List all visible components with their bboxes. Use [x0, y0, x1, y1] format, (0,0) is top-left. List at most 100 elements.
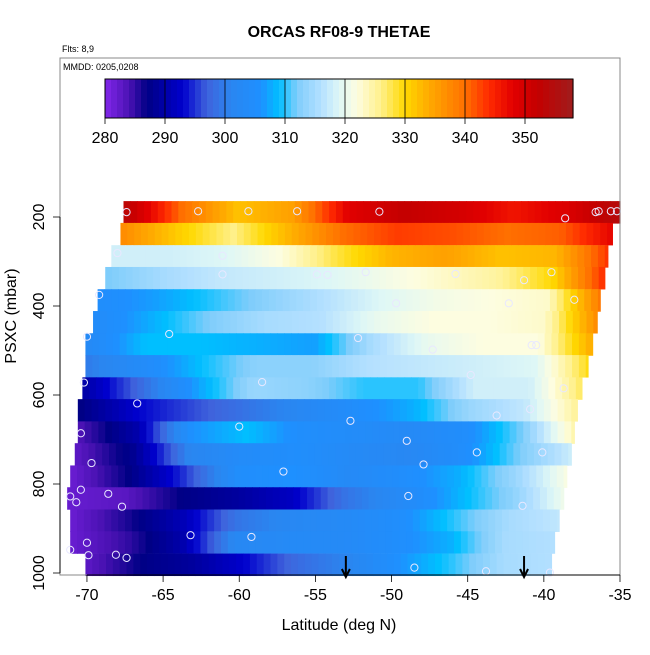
heat-cell: [474, 509, 482, 532]
heat-cell: [496, 355, 505, 378]
heat-cell: [307, 443, 316, 466]
heat-cell: [486, 377, 495, 400]
heat-cell: [282, 245, 291, 268]
heat-cell: [338, 266, 346, 290]
flights-label: Flts: 8,9: [62, 44, 94, 54]
heat-cell: [281, 201, 289, 224]
heat-cell: [434, 399, 442, 422]
heat-cell: [529, 531, 537, 554]
heat-cell: [572, 311, 581, 334]
heat-cell: [420, 266, 428, 290]
colorbar-segment: [471, 79, 478, 118]
heat-cell: [227, 531, 236, 554]
heat-cell: [296, 245, 304, 268]
heat-cell: [173, 421, 182, 444]
heat-cell: [221, 399, 230, 422]
flight-point: [404, 491, 413, 501]
heat-cell: [181, 333, 189, 356]
flight-point: [76, 429, 85, 438]
heat-cell: [291, 333, 299, 356]
heat-cell: [441, 553, 450, 577]
heat-cell: [134, 311, 142, 334]
colorbar-segment: [441, 79, 448, 118]
colorbar-segment: [105, 79, 112, 118]
heat-cell: [152, 509, 160, 532]
heat-cell: [565, 333, 573, 356]
heat-cell: [399, 399, 408, 422]
heat-cell: [236, 553, 244, 577]
heat-cell: [428, 355, 436, 378]
heat-cell: [339, 355, 347, 378]
heat-cell: [515, 509, 524, 532]
heat-cell: [201, 553, 210, 577]
colorbar-segment: [303, 79, 310, 118]
heat-cell: [441, 355, 450, 378]
heat-cell: [145, 465, 154, 488]
heat-cell: [208, 333, 217, 356]
colorbar-segment: [189, 79, 196, 118]
heat-cell: [524, 553, 532, 577]
heat-cell: [345, 421, 353, 444]
heat-cell: [179, 531, 188, 554]
heat-cell: [374, 311, 382, 334]
heat-cell: [495, 266, 504, 290]
colorbar-segment: [285, 79, 292, 118]
heat-cell: [389, 487, 397, 510]
heat-cell: [351, 531, 359, 554]
heat-cell: [238, 487, 246, 510]
heat-cell: [280, 443, 288, 466]
heat-cell: [514, 377, 522, 400]
heat-cell: [363, 377, 371, 400]
heat-cell: [259, 487, 267, 510]
heat-cell: [545, 311, 553, 334]
colorbar-segment: [213, 79, 220, 118]
heat-cell: [461, 399, 470, 422]
colorbar-segment: [111, 79, 118, 118]
heat-cell: [437, 487, 445, 510]
heat-cell: [537, 266, 545, 290]
heat-cell: [227, 289, 236, 312]
heat-cell: [240, 201, 248, 224]
heat-cell: [98, 399, 106, 422]
heat-cell: [584, 245, 592, 268]
heat-cell: [111, 465, 119, 488]
heat-cell: [297, 421, 305, 444]
heat-cell: [393, 355, 402, 378]
heat-cell: [407, 355, 415, 378]
heat-cell: [501, 509, 510, 532]
heat-cell: [474, 531, 482, 554]
heat-cell: [118, 266, 127, 290]
heat-cell: [530, 421, 538, 444]
heat-cell: [496, 333, 505, 356]
heat-cell: [469, 222, 478, 246]
dates-label: MMDD: 0205,0208: [63, 62, 139, 72]
heat-cell: [303, 289, 311, 312]
heat-cell: [259, 443, 268, 466]
heat-cell: [433, 509, 441, 532]
heat-cell: [243, 553, 251, 577]
flight-point: [79, 378, 89, 387]
heat-cell: [345, 399, 353, 422]
heat-cell: [314, 443, 323, 466]
heat-cell: [104, 509, 112, 532]
heat-cell: [143, 443, 151, 466]
heat-cell: [275, 531, 284, 554]
heat-cell: [118, 531, 126, 554]
heat-cell: [351, 266, 360, 290]
heat-cell: [440, 531, 448, 554]
heat-cell: [303, 266, 312, 290]
heat-cell: [269, 399, 278, 422]
heat-cell: [543, 245, 551, 268]
heat-cell: [376, 443, 384, 466]
heat-cell: [214, 289, 222, 312]
heat-cell: [184, 443, 192, 466]
heat-cell: [387, 222, 396, 246]
heat-cell: [212, 377, 221, 400]
heat-cell: [472, 443, 480, 466]
heat-cell: [529, 245, 537, 268]
heat-cell: [192, 201, 200, 224]
heat-cell: [593, 222, 601, 246]
heat-cell: [412, 465, 421, 488]
heat-cell: [217, 487, 226, 510]
heat-cell: [364, 289, 373, 312]
